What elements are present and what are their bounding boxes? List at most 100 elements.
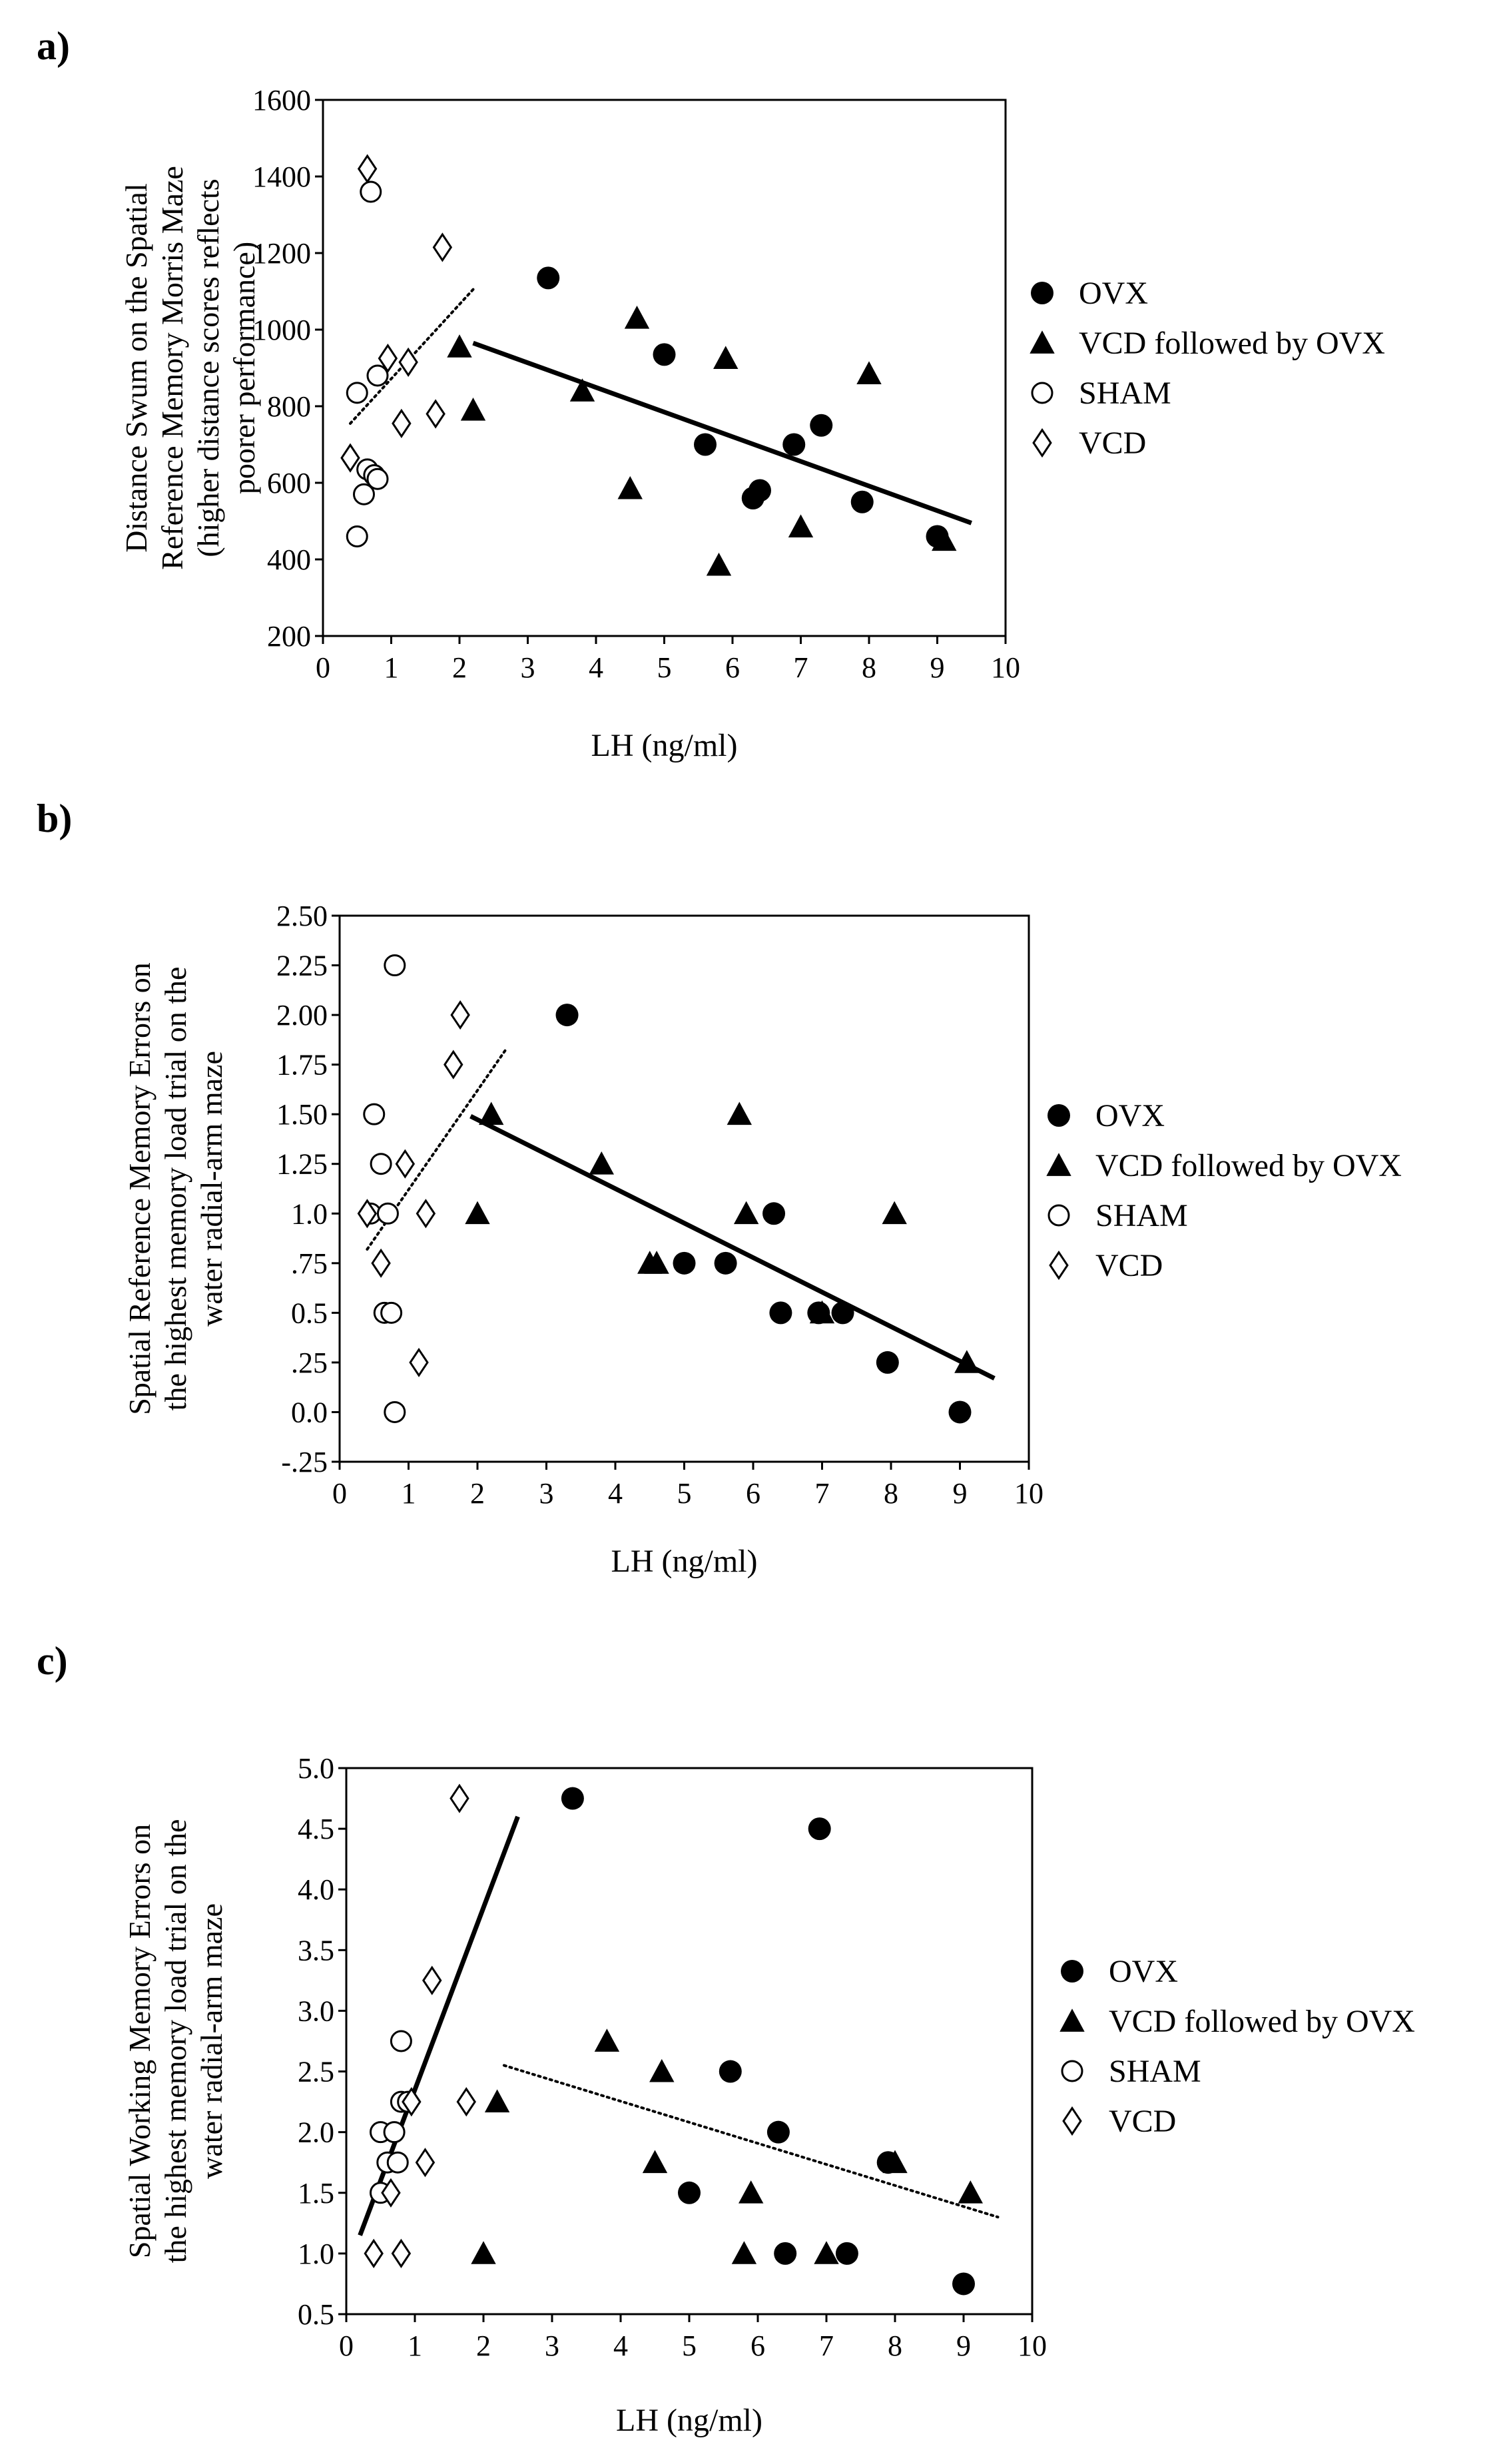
x-tick-label: 3 bbox=[545, 2329, 559, 2362]
y-tick-label: 1600 bbox=[252, 84, 311, 117]
legend-label: SHAM bbox=[1079, 376, 1171, 411]
data-point bbox=[733, 1201, 759, 1225]
x-tick-label: 7 bbox=[819, 2329, 834, 2362]
x-tick-label: 10 bbox=[1014, 1477, 1043, 1510]
y-axis-label-line: Distance Swum on the Spatial bbox=[119, 183, 153, 552]
data-point bbox=[384, 954, 406, 977]
panel-b-label: b) bbox=[37, 796, 73, 840]
x-tick-label: 3 bbox=[521, 651, 535, 684]
x-tick-label: 8 bbox=[888, 2329, 902, 2362]
data-point bbox=[366, 364, 389, 387]
legend-label: SHAM bbox=[1109, 2054, 1201, 2089]
data-point bbox=[366, 467, 389, 490]
data-point bbox=[653, 343, 676, 366]
data-point bbox=[395, 1149, 416, 1179]
legend-label: VCD bbox=[1109, 2104, 1176, 2139]
data-point bbox=[370, 1153, 392, 1175]
y-tick-label: 1000 bbox=[252, 314, 311, 346]
data-point bbox=[808, 1817, 831, 1841]
legend-marker bbox=[1061, 1960, 1083, 1983]
data-point bbox=[398, 347, 418, 377]
data-point bbox=[402, 2087, 422, 2117]
y-tick-label: 1400 bbox=[252, 160, 311, 193]
data-point bbox=[731, 2241, 757, 2264]
series-vcd-followed-by-ovx bbox=[471, 2028, 983, 2264]
data-point bbox=[876, 1351, 899, 1374]
regression-line-solid bbox=[469, 1114, 996, 1381]
legend-marker bbox=[1049, 1250, 1069, 1281]
series-ovx bbox=[561, 1787, 975, 2296]
x-tick-label: 1 bbox=[384, 651, 399, 684]
x-axis-label: LH (ng/ml) bbox=[611, 1544, 758, 1579]
series-sham bbox=[360, 954, 406, 1423]
data-point bbox=[364, 2238, 384, 2268]
data-point bbox=[415, 2148, 436, 2178]
data-point bbox=[748, 479, 771, 502]
y-axis-label: Distance Swum on the SpatialReference Me… bbox=[119, 166, 261, 570]
x-tick-label: 5 bbox=[677, 1477, 692, 1510]
y-tick-label: 3.0 bbox=[298, 1995, 334, 2027]
legend-marker bbox=[1059, 2008, 1085, 2032]
x-tick-label: 1 bbox=[408, 2329, 422, 2362]
y-tick-label: 2.50 bbox=[276, 900, 328, 932]
x-tick-label: 4 bbox=[589, 651, 603, 684]
x-tick-label: 5 bbox=[682, 2329, 697, 2362]
legend-label: OVX bbox=[1079, 276, 1148, 311]
data-point bbox=[422, 1965, 442, 1995]
data-point bbox=[694, 433, 717, 456]
legend: OVX VCD followed by OVX SHAM VCD bbox=[1059, 1954, 1415, 2139]
y-tick-label: 400 bbox=[267, 543, 311, 576]
data-point bbox=[426, 399, 446, 429]
data-point bbox=[882, 1201, 907, 1225]
x-tick-label: 3 bbox=[539, 1477, 554, 1510]
data-point bbox=[769, 1301, 792, 1325]
y-tick-label: 1.75 bbox=[276, 1049, 328, 1081]
data-point bbox=[471, 2241, 496, 2264]
legend-marker bbox=[1047, 1104, 1070, 1127]
series-sham bbox=[346, 180, 389, 547]
x-tick-label: 4 bbox=[613, 2329, 628, 2362]
data-point bbox=[484, 2089, 510, 2113]
data-point bbox=[714, 1251, 737, 1275]
data-point bbox=[727, 1101, 752, 1125]
x-tick-label: 10 bbox=[991, 651, 1020, 684]
legend: OVX VCD followed by OVX SHAM VCD bbox=[1030, 276, 1385, 461]
regression-line-dotted bbox=[502, 2064, 1000, 2219]
data-point bbox=[346, 525, 368, 547]
data-point bbox=[594, 2028, 620, 2052]
data-point bbox=[460, 398, 486, 421]
data-point bbox=[835, 2242, 858, 2265]
data-point bbox=[814, 2241, 839, 2264]
legend-label: VCD followed by OVX bbox=[1109, 2004, 1415, 2039]
y-tick-label: .75 bbox=[291, 1247, 328, 1280]
series-vcd-followed-by-ovx bbox=[465, 1101, 980, 1373]
data-point bbox=[673, 1251, 696, 1275]
data-point bbox=[537, 266, 560, 290]
data-point bbox=[948, 1400, 972, 1424]
data-point bbox=[678, 2181, 701, 2204]
x-tick-label: 1 bbox=[402, 1477, 416, 1510]
x-tick-label: 2 bbox=[470, 1477, 485, 1510]
data-point bbox=[353, 483, 375, 505]
legend-label: OVX bbox=[1095, 1098, 1165, 1133]
data-point bbox=[390, 2030, 412, 2052]
x-tick-label: 9 bbox=[956, 2329, 971, 2362]
series-vcd-followed-by-ovx bbox=[447, 306, 957, 576]
x-tick-label: 2 bbox=[476, 2329, 491, 2362]
chart-c: 0 1 2 3 4 5 6 7 8 9 10 0.5 1.0 1.5 2.0 2.5 3.0 3.5 4.0 4.5 5… bbox=[123, 1752, 1415, 2438]
data-point bbox=[782, 433, 806, 456]
data-point bbox=[569, 378, 595, 402]
y-axis-label: Spatial Working Memory Errors onthe high… bbox=[123, 1819, 228, 2264]
x-tick-label: 9 bbox=[953, 1477, 968, 1510]
data-point bbox=[479, 1101, 504, 1125]
data-point bbox=[392, 408, 412, 438]
legend-marker bbox=[1030, 330, 1055, 354]
data-point bbox=[465, 1201, 490, 1225]
x-tick-label: 0 bbox=[332, 1477, 347, 1510]
x-axis-label: LH (ng/ml) bbox=[591, 728, 738, 763]
data-point bbox=[932, 527, 957, 551]
data-point bbox=[561, 1787, 584, 1810]
x-tick-label: 0 bbox=[316, 651, 330, 684]
data-point bbox=[371, 1248, 391, 1278]
x-tick-label: 10 bbox=[1018, 2329, 1047, 2362]
